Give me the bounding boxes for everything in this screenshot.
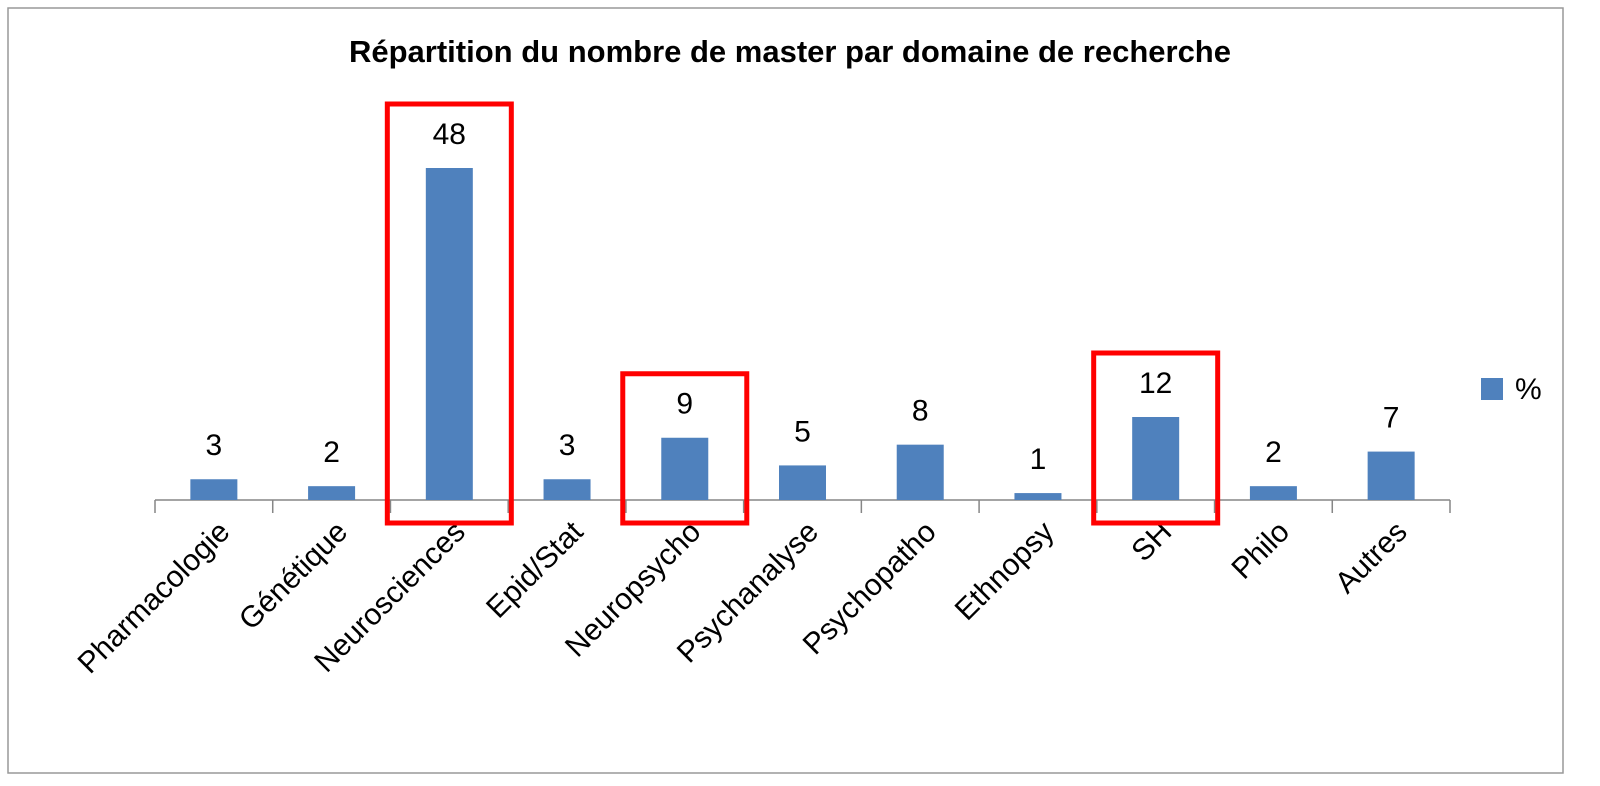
bar	[1249, 486, 1297, 500]
highlight-box	[620, 371, 750, 526]
data-label: 8	[912, 395, 929, 428]
bar	[1014, 493, 1062, 500]
bar	[1367, 451, 1415, 500]
bar	[425, 168, 473, 500]
data-label: 5	[794, 415, 811, 448]
bar	[661, 437, 709, 500]
chart-title: Répartition du nombre de master par doma…	[349, 34, 1231, 69]
bar	[308, 486, 356, 500]
bar	[543, 479, 591, 500]
data-label: 3	[206, 429, 223, 462]
highlight-box	[384, 101, 514, 526]
bar	[779, 465, 826, 500]
bar	[190, 479, 238, 500]
chart-border	[7, 7, 1564, 774]
bar	[896, 444, 944, 500]
data-label: 2	[1265, 436, 1282, 469]
data-label: 12	[1139, 367, 1172, 400]
data-label: 2	[323, 436, 340, 469]
data-label: 48	[433, 118, 466, 151]
data-label: 3	[559, 429, 576, 462]
legend-label: %	[1515, 373, 1542, 406]
legend-swatch	[1481, 378, 1503, 400]
data-label: 7	[1383, 402, 1400, 435]
data-label: 1	[1030, 443, 1047, 476]
bar	[1132, 417, 1180, 500]
data-label: 9	[676, 388, 693, 421]
highlight-box	[1091, 350, 1221, 526]
